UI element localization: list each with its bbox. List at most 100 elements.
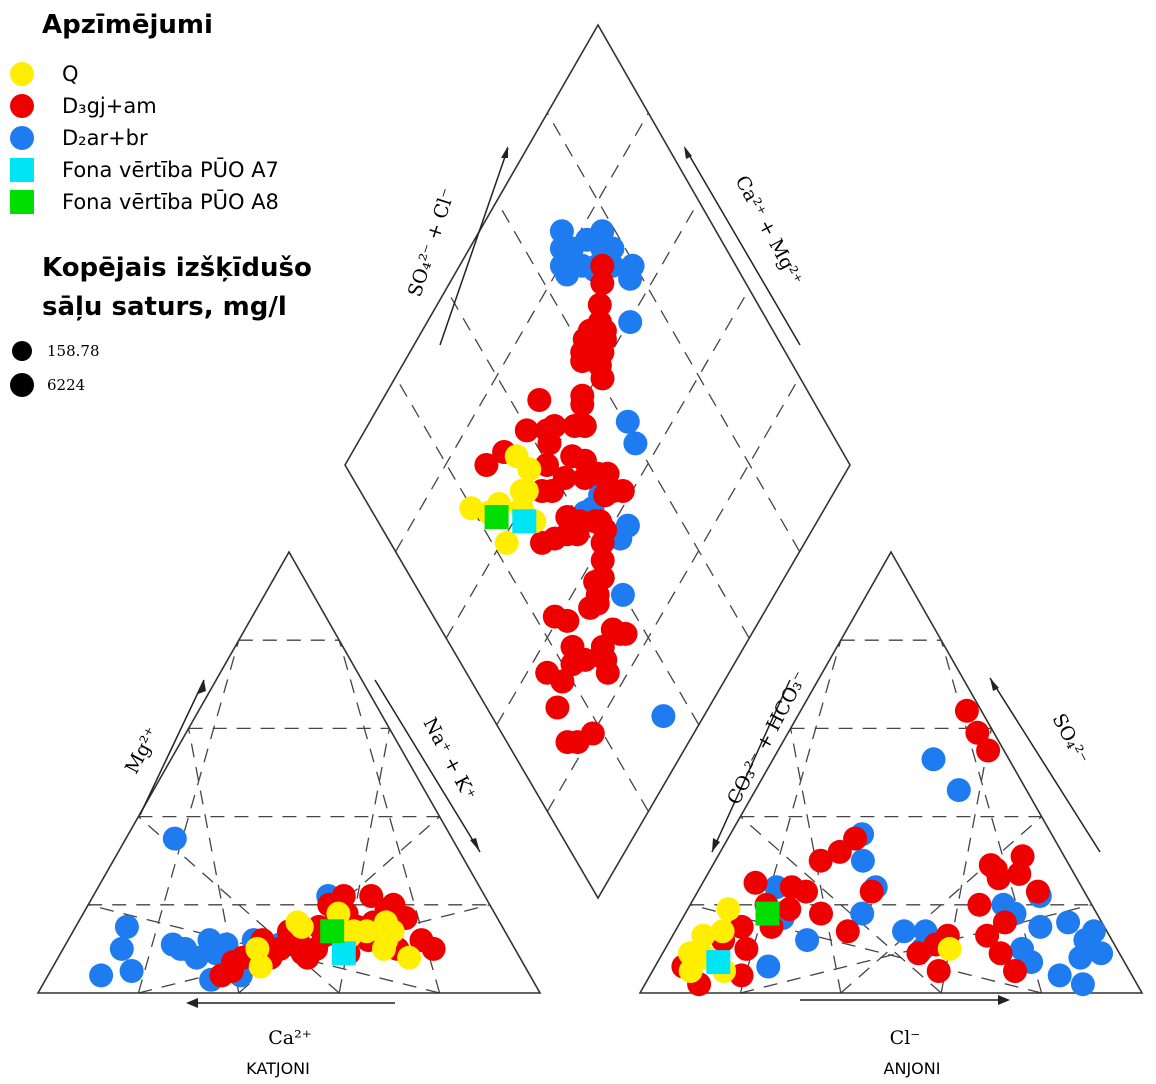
diamond-data-point bbox=[587, 310, 612, 335]
anion-data-point bbox=[978, 853, 1003, 878]
anion-data-point bbox=[678, 941, 702, 966]
cation-data-point bbox=[173, 936, 198, 961]
axis-label-cl: Cl⁻ bbox=[890, 1027, 921, 1049]
arrow-na-k bbox=[374, 679, 481, 853]
diamond-data-point bbox=[610, 582, 635, 607]
diamond-data-point bbox=[545, 695, 570, 720]
anion-data-point bbox=[1089, 941, 1114, 966]
anion-data-point bbox=[716, 897, 741, 922]
anion-data-point bbox=[1010, 844, 1035, 869]
diamond-data-point bbox=[583, 509, 607, 534]
diamond-data-point bbox=[618, 266, 643, 291]
anion-grid-line bbox=[739, 816, 942, 994]
anion-data-point bbox=[850, 901, 875, 926]
cation-grid-line bbox=[187, 728, 240, 994]
arrow-head bbox=[990, 678, 999, 691]
diamond-data-point bbox=[651, 704, 676, 729]
diamond-data-point bbox=[512, 509, 537, 534]
diamond-data-point bbox=[587, 292, 612, 317]
anion-data-point bbox=[794, 879, 818, 904]
cation-data-point bbox=[320, 919, 345, 944]
anion-data-point bbox=[921, 747, 946, 772]
anion-data-point bbox=[988, 941, 1013, 966]
cation-data-point bbox=[285, 910, 310, 935]
series-4 bbox=[320, 505, 780, 944]
anion-data-point bbox=[678, 959, 703, 983]
anion-data-point bbox=[1070, 972, 1095, 997]
anion-data-point bbox=[843, 826, 868, 851]
size-marker-large bbox=[10, 373, 34, 397]
arrow-head bbox=[501, 146, 508, 158]
diagram-frames bbox=[36, 23, 1144, 994]
cation-grid-line bbox=[338, 728, 391, 994]
anion-triangle-frame bbox=[638, 550, 1144, 994]
diamond-grid-line bbox=[546, 112, 801, 552]
anion-triangle-name: ANJONI bbox=[884, 1059, 941, 1078]
diamond-data-point bbox=[583, 569, 608, 594]
axis-label-co3-hco3: CO₃²⁻ + HCO₃⁻ bbox=[723, 668, 812, 809]
anion-data-point bbox=[777, 897, 802, 922]
anion-data-point bbox=[835, 919, 860, 944]
arrow-mg bbox=[139, 679, 205, 816]
size-legend-title-1: Kopējais izšķīdušo bbox=[42, 253, 312, 283]
cation-grid-line bbox=[137, 640, 240, 994]
anion-data-point bbox=[926, 959, 951, 983]
legend-label: D₃gj+am bbox=[62, 94, 157, 118]
diamond-data-point bbox=[530, 530, 554, 555]
diamond-data-point bbox=[560, 634, 585, 659]
size-label-large: 6224 bbox=[47, 376, 85, 394]
legend-label: D₂ar+br bbox=[62, 126, 148, 150]
cation-triangle-frame bbox=[36, 550, 542, 994]
arrow-head bbox=[198, 680, 206, 694]
anion-data-point bbox=[1028, 914, 1053, 939]
diamond-data-point bbox=[618, 310, 643, 335]
diamond-data-point bbox=[474, 453, 499, 477]
anion-data-point bbox=[756, 954, 781, 979]
arrow-so4 bbox=[989, 677, 1101, 853]
anion-data-point bbox=[937, 936, 962, 961]
diamond-data-point bbox=[535, 418, 559, 443]
anion-data-point bbox=[1081, 919, 1106, 944]
diamond-data-point bbox=[590, 548, 615, 573]
diamond-data-point bbox=[550, 669, 575, 694]
anion-data-point bbox=[809, 901, 833, 926]
anion-grid-line bbox=[940, 640, 1043, 994]
diamond-data-point bbox=[572, 414, 597, 438]
legend-marker bbox=[10, 126, 34, 150]
cation-triangle-name: KATJONI bbox=[246, 1059, 310, 1078]
size-label-small: 158.78 bbox=[47, 342, 100, 360]
legend-marker bbox=[10, 62, 34, 86]
diamond-data-point bbox=[514, 479, 539, 503]
anion-data-point bbox=[946, 778, 971, 803]
size-legend-title-2: sāļu saturs, mg/l bbox=[42, 292, 287, 322]
anion-data-point bbox=[729, 914, 754, 939]
arrow-head bbox=[684, 146, 692, 159]
cation-data-point bbox=[119, 959, 144, 983]
diamond-data-point bbox=[560, 444, 585, 469]
legend-label: Fona vērtība PŪO A7 bbox=[62, 157, 279, 182]
diamond-data-point bbox=[549, 236, 574, 261]
cation-data-point bbox=[89, 963, 114, 988]
axis-label-na-k: Na⁺ + K⁺ bbox=[419, 714, 481, 804]
arrow-head bbox=[712, 838, 720, 852]
series-1 bbox=[209, 253, 1050, 997]
anion-grid-line bbox=[739, 640, 842, 994]
cation-data-point bbox=[374, 910, 398, 935]
diamond-data-point bbox=[527, 388, 552, 412]
diamond-data-point bbox=[549, 219, 574, 244]
axis-label-so4-cl: SO₄²⁻ + Cl⁻ bbox=[404, 186, 460, 300]
diamond-grid-line bbox=[395, 376, 649, 812]
diamond-data-point bbox=[595, 660, 620, 685]
arrow-ca-mg bbox=[684, 147, 801, 346]
arrow-head bbox=[186, 998, 198, 1008]
diagram-grid bbox=[88, 112, 1092, 994]
anion-data-point bbox=[976, 738, 1001, 763]
diamond-data-point bbox=[615, 513, 640, 538]
diamond-data-point bbox=[494, 530, 519, 555]
anion-data-point bbox=[965, 720, 990, 745]
anion-data-point bbox=[734, 936, 759, 961]
anion-data-point bbox=[808, 848, 833, 873]
diamond-data-point bbox=[590, 253, 615, 278]
anion-data-point bbox=[743, 870, 768, 895]
legend-marker bbox=[10, 94, 34, 118]
